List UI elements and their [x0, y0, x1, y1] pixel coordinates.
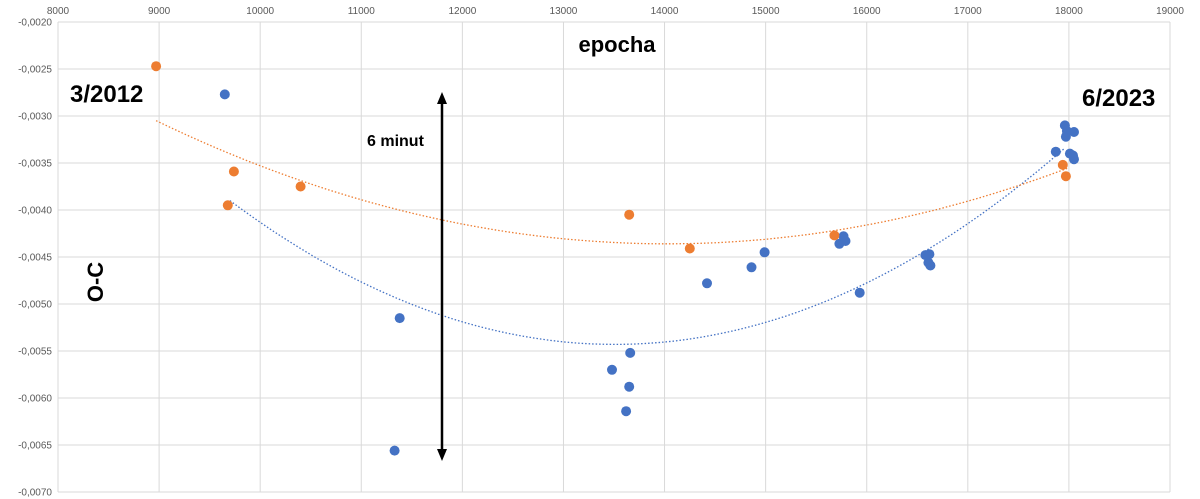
arrow-down-icon — [437, 449, 447, 461]
x-tick-label: 12000 — [448, 6, 476, 17]
data-point-series-1 — [1069, 154, 1079, 165]
x-tick-label: 11000 — [348, 6, 376, 17]
x-tick-label: 16000 — [853, 6, 881, 17]
data-point-series-1 — [746, 262, 757, 273]
data-point-series-2 — [829, 230, 840, 241]
y-tick-label: -0,0060 — [18, 394, 52, 405]
x-tick-label: 15000 — [752, 6, 780, 17]
data-point-series-2 — [624, 209, 635, 220]
x-tick-label: 8000 — [47, 6, 70, 17]
data-point-series-1 — [702, 278, 712, 289]
y-tick-label: -0,0020 — [18, 18, 52, 29]
data-point-series-2 — [1060, 171, 1071, 182]
data-point-series-1 — [624, 381, 635, 392]
data-point-series-1 — [394, 313, 405, 324]
annotation-start-date: 3/2012 — [70, 81, 143, 108]
y-tick-label: -0,0055 — [18, 347, 52, 358]
data-point-series-2 — [1057, 159, 1068, 170]
axis-ticks: 8000 9000 10000 11000 12000 13000 14000 15000 16… — [18, 6, 1184, 499]
y-tick-label: -0,0065 — [18, 441, 52, 452]
six-minute-arrow — [437, 92, 447, 461]
data-point-series-1 — [1050, 146, 1061, 157]
y-tick-label: -0,0040 — [18, 206, 52, 217]
data-point-series-1 — [759, 247, 770, 258]
x-tick-label: 18000 — [1055, 6, 1083, 17]
arrow-up-icon — [437, 92, 447, 104]
data-point-series-1 — [1069, 127, 1079, 137]
x-tick-label: 9000 — [148, 6, 171, 17]
trendline-series-1 — [229, 148, 1065, 346]
trendline-series-2 — [155, 120, 1070, 245]
x-tick-label: 19000 — [1156, 6, 1184, 17]
x-tick-label: 10000 — [246, 6, 274, 17]
y-tick-label: -0,0035 — [18, 159, 52, 170]
data-point-series-1 — [389, 445, 400, 456]
annotation-six-minutes: 6 minut — [367, 133, 425, 150]
x-tick-label: 17000 — [954, 6, 982, 17]
x-axis-title: epocha — [578, 32, 656, 57]
data-point-series-2 — [295, 181, 306, 192]
data-point-series-1 — [607, 364, 617, 375]
data-point-series-1 — [625, 347, 636, 358]
y-tick-label: -0,0050 — [18, 300, 52, 311]
data-point-series-1 — [854, 287, 865, 298]
y-tick-label: -0,0030 — [18, 112, 52, 123]
data-point-series-1 — [621, 406, 632, 417]
data-point-series-2 — [228, 166, 239, 177]
data-point-series-1 — [840, 236, 851, 246]
y-tick-label: -0,0045 — [18, 253, 52, 264]
data-point-series-1 — [924, 249, 935, 260]
data-point-series-1 — [219, 89, 230, 100]
data-point-series-1 — [925, 260, 936, 271]
annotation-end-date: 6/2023 — [1082, 85, 1155, 112]
trendlines — [155, 120, 1070, 346]
data-point-series-2 — [684, 243, 695, 254]
x-tick-label: 13000 — [550, 6, 578, 17]
data-point-series-2 — [151, 61, 162, 72]
x-tick-label: 14000 — [651, 6, 679, 17]
chart-grid — [57, 21, 1171, 493]
y-axis-title: O-C — [83, 262, 108, 302]
y-tick-label: -0,0025 — [18, 65, 52, 76]
data-point-series-2 — [222, 200, 233, 211]
data-points — [151, 61, 1079, 456]
y-tick-label: -0,0070 — [18, 488, 52, 499]
